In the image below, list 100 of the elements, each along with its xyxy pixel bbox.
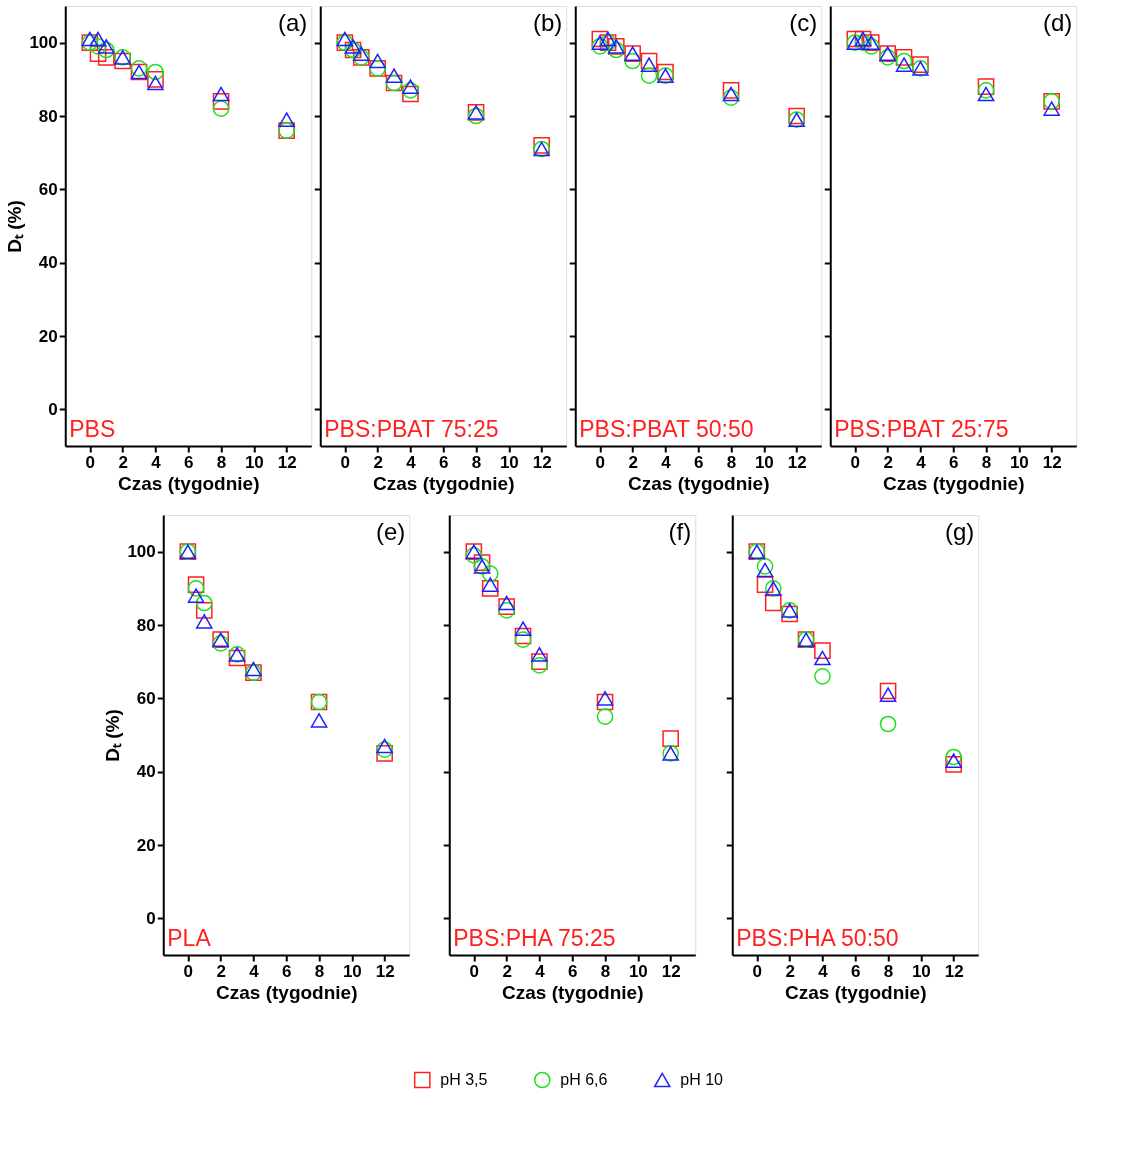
- x-tick-label: 0: [850, 452, 861, 472]
- point: [212, 100, 230, 117]
- x-tick-label: 12: [944, 961, 964, 981]
- y-tick-label: 80: [136, 615, 156, 635]
- x-tick-label: 2: [785, 961, 795, 981]
- point: [376, 745, 393, 762]
- point: [624, 52, 641, 70]
- y-tick-label: 0: [146, 908, 156, 928]
- point: [89, 45, 107, 62]
- point: [278, 112, 295, 127]
- annotation: PBS:PHA 50:50: [736, 925, 899, 951]
- point: [977, 86, 995, 102]
- x-tick-label: 2: [883, 452, 893, 472]
- point: [195, 594, 213, 612]
- x-axis-title: Czas (tygodnie): [118, 472, 260, 494]
- x-tick-label: 10: [754, 452, 774, 472]
- point: [788, 107, 805, 125]
- x-tick-label: 6: [282, 961, 292, 981]
- x-tick-label: 2: [118, 452, 128, 472]
- annotation: (b): [532, 9, 563, 36]
- point: [640, 52, 658, 70]
- y-tick-label: 100: [127, 542, 156, 562]
- point: [912, 56, 929, 73]
- point: [376, 741, 393, 758]
- x-tick-label: 12: [277, 452, 297, 472]
- point: [89, 38, 107, 55]
- point: [814, 642, 831, 659]
- point: [531, 653, 548, 670]
- x-tick-label: 12: [661, 961, 681, 981]
- x-tick-label: 12: [1042, 452, 1062, 472]
- point: [596, 708, 614, 725]
- point: [498, 598, 515, 615]
- x-tick-label: 0: [469, 961, 480, 981]
- annotation: (c): [789, 9, 818, 36]
- x-tick-label: 4: [661, 452, 672, 472]
- x-axis-title: Czas (tygodnie): [502, 981, 644, 1003]
- x-tick-label: 12: [532, 452, 552, 472]
- point: [756, 562, 774, 578]
- x-tick-label: 6: [184, 452, 194, 472]
- point: [895, 52, 913, 70]
- point: [481, 565, 499, 582]
- x-tick-label: 8: [471, 452, 482, 472]
- point: [607, 41, 625, 59]
- x-tick-label: 12: [375, 961, 395, 981]
- point: [879, 682, 897, 700]
- annotation: (g): [944, 518, 975, 545]
- point: [498, 595, 515, 611]
- point: [895, 49, 913, 66]
- point: [879, 715, 897, 733]
- point: [187, 588, 205, 603]
- x-tick-label: 0: [595, 452, 606, 472]
- x-tick-label: 8: [600, 961, 611, 981]
- y-tick-label: 0: [48, 399, 58, 419]
- x-tick-label: 4: [406, 452, 417, 472]
- point: [596, 693, 614, 711]
- point: [657, 63, 674, 81]
- x-tick-label: 12: [787, 452, 807, 472]
- x-tick-label: 10: [342, 961, 362, 981]
- x-tick-label: 6: [949, 452, 959, 472]
- y-axis-title: Dₜ (%): [102, 709, 124, 762]
- point: [781, 605, 798, 623]
- point: [1043, 101, 1060, 116]
- annotation: PLA: [167, 925, 212, 951]
- point: [599, 31, 617, 47]
- x-tick-label: 4: [916, 452, 927, 472]
- point: [114, 52, 131, 70]
- point: [212, 86, 230, 102]
- point: [467, 107, 485, 125]
- annotation: PBS:PBAT 50:50: [579, 416, 754, 442]
- x-tick-label: 6: [568, 961, 578, 981]
- point: [854, 34, 872, 51]
- point: [514, 621, 532, 636]
- point: [879, 687, 897, 702]
- point: [352, 46, 370, 61]
- annotation: (a): [277, 9, 308, 36]
- x-tick-label: 0: [85, 452, 96, 472]
- y-tick-label: 20: [38, 326, 58, 346]
- x-tick-label: 4: [249, 961, 260, 981]
- x-tick-label: 10: [911, 961, 931, 981]
- point: [756, 576, 774, 593]
- y-tick-label: 20: [136, 835, 156, 855]
- point: [336, 31, 354, 47]
- point: [531, 657, 548, 674]
- legend-label: pH 3,5: [440, 1071, 488, 1088]
- y-tick-label: 40: [38, 253, 58, 273]
- annotation: PBS:PBAT 75:25: [324, 416, 499, 442]
- point: [402, 85, 419, 103]
- point: [195, 602, 213, 619]
- point: [945, 756, 962, 773]
- point: [662, 730, 679, 747]
- point: [814, 668, 831, 685]
- x-tick-label: 6: [851, 961, 861, 981]
- x-tick-label: 0: [183, 961, 194, 981]
- point: [591, 35, 609, 50]
- point: [977, 78, 995, 95]
- point: [147, 75, 164, 91]
- point: [879, 49, 896, 66]
- point: [344, 39, 362, 54]
- annotation: PBS:PHA 75:25: [453, 925, 616, 951]
- point: [97, 39, 115, 54]
